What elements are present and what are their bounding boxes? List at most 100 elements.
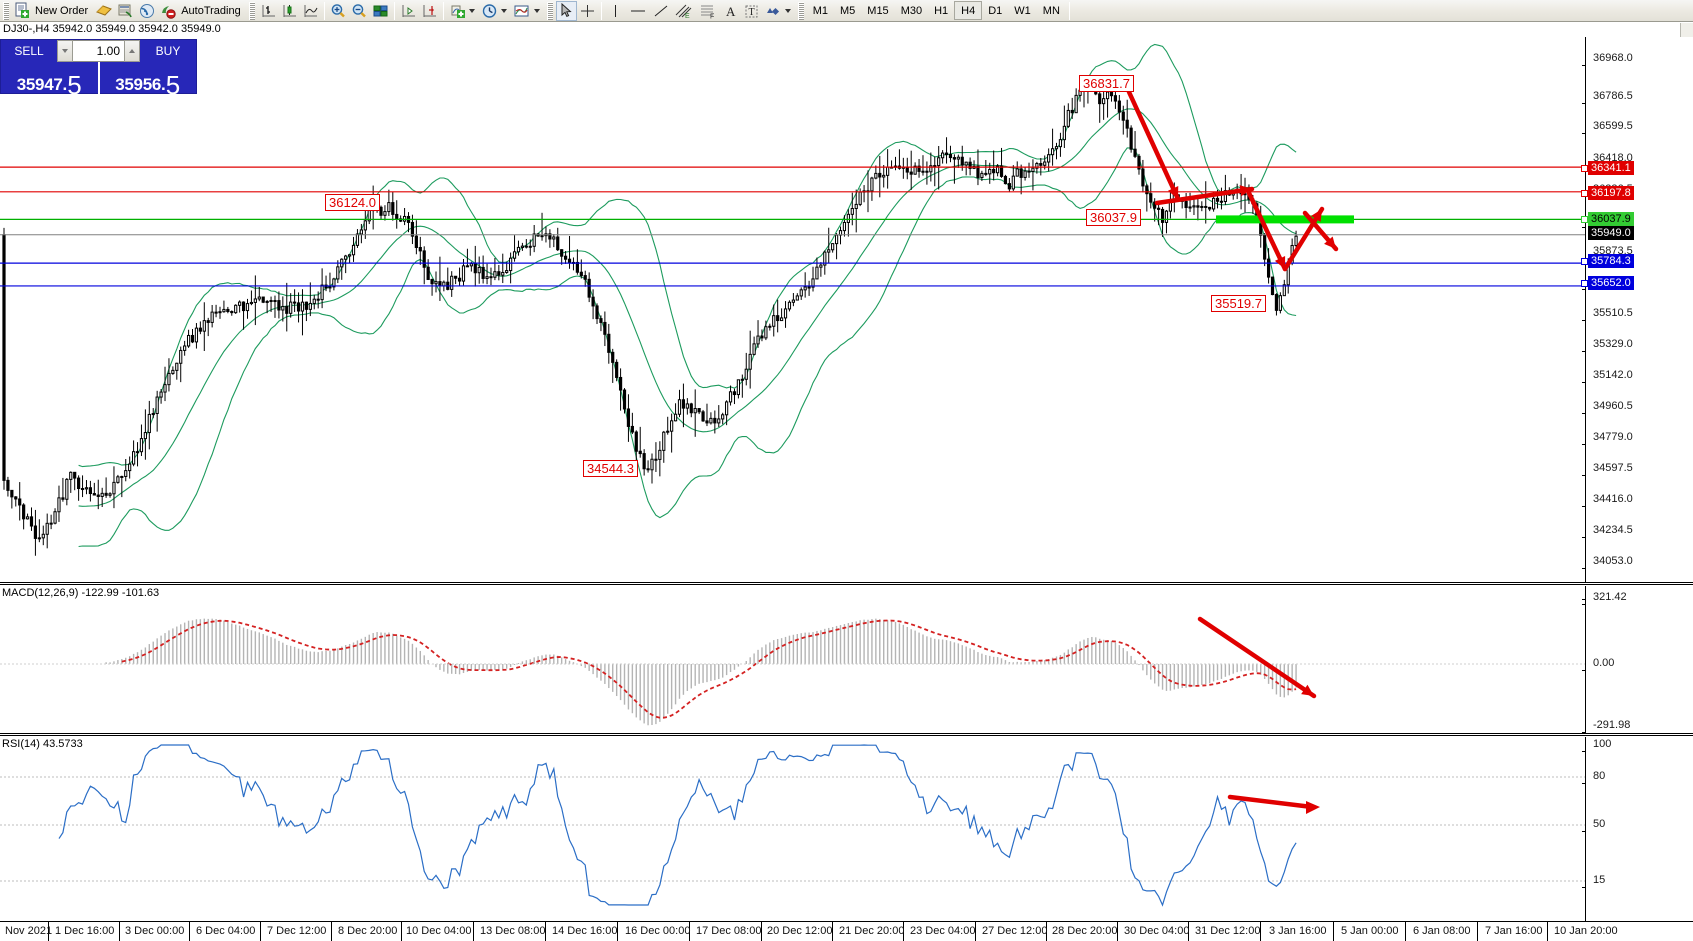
shapes-icon[interactable] xyxy=(762,1,784,21)
time-axis-label: 13 Dec 08:00 xyxy=(480,925,546,937)
timeframe-w1[interactable]: W1 xyxy=(1014,4,1031,17)
cursor-icon[interactable] xyxy=(555,0,577,21)
buy-price[interactable]: 35956 . 5 xyxy=(97,62,197,98)
rsi-tick: 100 xyxy=(1581,738,1611,757)
price-tag-resistance[interactable]: 36341.1 xyxy=(1588,161,1634,175)
price-tag-handle[interactable] xyxy=(1581,280,1588,287)
volume-increment-button[interactable] xyxy=(124,40,140,62)
buy-button[interactable]: BUY xyxy=(140,40,196,62)
timeframe-h4[interactable]: H4 xyxy=(954,1,983,20)
volume-decrement-button[interactable] xyxy=(57,40,73,62)
pane-divider-1[interactable] xyxy=(0,582,1693,585)
time-axis-label: 5 Jan 00:00 xyxy=(1341,925,1399,937)
timeframe-m30[interactable]: M30 xyxy=(900,4,923,17)
line-chart-icon[interactable] xyxy=(300,1,321,21)
chart-scrollbar[interactable] xyxy=(1680,23,1693,37)
macd-label: MACD(12,26,9) -122.99 -101.63 xyxy=(2,587,160,599)
timeframe-h1[interactable]: H1 xyxy=(934,4,949,17)
toolbar-separator-2 xyxy=(393,1,395,20)
candle-chart-icon[interactable] xyxy=(279,1,300,21)
price-tag-handle[interactable] xyxy=(1581,190,1588,197)
price-tick: 34597.5 xyxy=(1582,462,1633,481)
toolbar-grip-3[interactable] xyxy=(546,1,553,20)
toolbar-grip-2[interactable] xyxy=(248,1,255,20)
price-pane[interactable]: 36968.036786.536599.536418.036236.536055… xyxy=(0,37,1693,600)
period-dropdown-icon[interactable] xyxy=(500,8,507,13)
indicator-dropdown-icon[interactable] xyxy=(468,8,475,13)
price-annotation[interactable]: 36037.9 xyxy=(1086,209,1141,226)
timeframe-m1[interactable]: M1 xyxy=(812,4,828,17)
price-tag-resistance[interactable]: 36197.8 xyxy=(1588,186,1634,200)
price-tag-support[interactable]: 36037.9 xyxy=(1588,212,1634,226)
fibonacci-icon[interactable]: F xyxy=(696,1,720,21)
signals-icon[interactable] xyxy=(136,1,157,21)
autotrading-icon[interactable] xyxy=(157,1,179,21)
new-order-icon[interactable] xyxy=(12,1,33,21)
rsi-scale[interactable]: 100 80 50 15 xyxy=(1581,737,1693,921)
price-tag-target[interactable]: 35652.0 xyxy=(1588,276,1634,290)
data-window-icon[interactable] xyxy=(115,1,136,21)
timeframe-m5[interactable]: M5 xyxy=(840,4,856,17)
price-tag-last-price[interactable]: 35949.0 xyxy=(1588,226,1634,240)
toolbar-grip-4[interactable] xyxy=(797,1,804,20)
toolbar-separator-5 xyxy=(1068,1,1070,20)
price-tick: 34053.0 xyxy=(1582,555,1633,574)
chevron-up-icon xyxy=(129,49,135,53)
volume-input[interactable]: 1.00 xyxy=(73,40,124,62)
timeframe-d1[interactable]: D1 xyxy=(988,4,1003,17)
vline-icon[interactable] xyxy=(605,1,626,21)
price-annotation[interactable]: 35519.7 xyxy=(1211,295,1266,312)
toolbar-grip[interactable] xyxy=(3,1,9,20)
price-tick: 35142.0 xyxy=(1582,369,1633,388)
rsi-pane[interactable]: RSI(14) 43.5733 100 80 50 15 xyxy=(0,737,1693,921)
timeframe-mn[interactable]: MN xyxy=(1042,4,1060,17)
macd-pane[interactable]: MACD(12,26,9) -122.99 -101.63 321.42 0.00… xyxy=(0,586,1693,733)
bar-chart-icon[interactable] xyxy=(258,1,279,21)
price-scale[interactable]: 36968.036786.536599.536418.036236.536055… xyxy=(1581,37,1693,600)
price-tick-label: 34779.0 xyxy=(1593,431,1633,443)
rsi-chart-svg xyxy=(0,744,1585,907)
rsi-tick-label: 50 xyxy=(1593,818,1606,830)
indicators-icon[interactable] xyxy=(93,1,115,21)
templates-dropdown-icon[interactable] xyxy=(533,8,540,13)
time-axis-separator xyxy=(1117,922,1118,941)
sell-button[interactable]: SELL xyxy=(1,40,57,62)
text-label-icon[interactable]: T xyxy=(741,1,762,21)
macd-pane-canvas[interactable] xyxy=(0,586,1693,733)
price-pane-canvas[interactable] xyxy=(0,37,1693,582)
zoom-out-icon[interactable] xyxy=(349,1,370,21)
zoom-in-icon[interactable] xyxy=(328,1,349,21)
price-annotation[interactable]: 36831.7 xyxy=(1079,75,1134,92)
price-tag-handle[interactable] xyxy=(1581,165,1588,172)
price-annotation[interactable]: 36124.0 xyxy=(325,194,380,211)
autotrading-label[interactable]: AutoTrading xyxy=(181,4,241,17)
price-tag-handle[interactable] xyxy=(1581,258,1588,265)
auto-scroll-icon[interactable] xyxy=(419,1,440,21)
trendline-icon[interactable] xyxy=(650,1,672,21)
price-tick: 34416.0 xyxy=(1582,493,1633,512)
new-order-label[interactable]: New Order xyxy=(35,4,89,17)
time-axis-separator xyxy=(1405,922,1406,941)
price-tag-target[interactable]: 35784.3 xyxy=(1588,254,1634,268)
rsi-pane-canvas[interactable] xyxy=(0,737,1693,921)
macd-scale[interactable]: 321.42 0.00 -291.98 xyxy=(1581,586,1693,733)
sell-price[interactable]: 35947 . 5 xyxy=(1,62,98,98)
tile-windows-icon[interactable] xyxy=(370,1,391,21)
time-axis-label: 17 Dec 08:00 xyxy=(696,925,762,937)
timeframe-m15[interactable]: M15 xyxy=(867,4,889,17)
price-annotation[interactable]: 34544.3 xyxy=(583,460,638,477)
period-icon[interactable] xyxy=(479,1,500,21)
price-tag-handle[interactable] xyxy=(1581,216,1588,223)
equidistant-channel-icon[interactable]: E xyxy=(672,1,696,21)
hline-icon[interactable] xyxy=(626,1,650,21)
text-icon[interactable]: A xyxy=(720,1,741,21)
time-axis-separator xyxy=(903,922,904,941)
shapes-dropdown-icon[interactable] xyxy=(784,8,791,13)
chart-area[interactable]: 36968.036786.536599.536418.036236.536055… xyxy=(0,37,1693,921)
chart-shift-icon[interactable] xyxy=(398,1,419,21)
templates-icon[interactable] xyxy=(511,1,533,21)
add-indicator-icon[interactable] xyxy=(447,1,468,21)
one-click-trading-panel[interactable]: SELL 1.00 BUY 35947 . 5 35956 . 5 xyxy=(0,39,197,98)
crosshair-icon[interactable] xyxy=(577,1,598,21)
pane-divider-2[interactable] xyxy=(0,733,1693,736)
